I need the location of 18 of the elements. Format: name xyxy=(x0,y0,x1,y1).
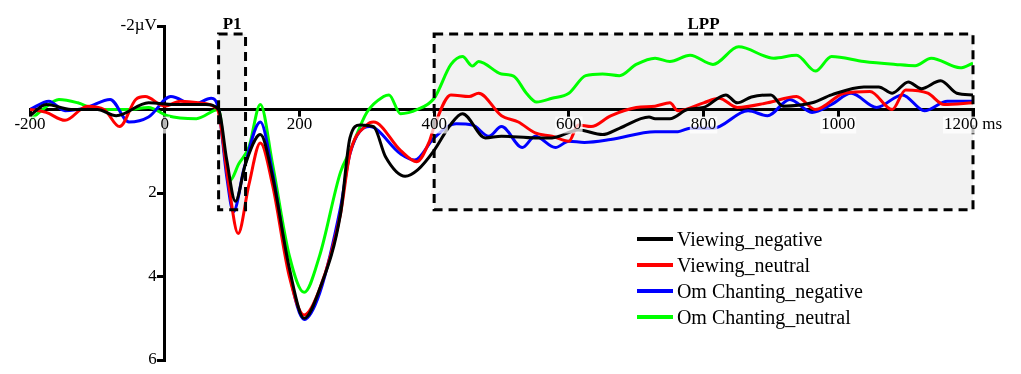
y-tick-label: 4 xyxy=(148,265,158,285)
x-tick-label: 600 xyxy=(556,114,582,134)
x-tick-label: 800 xyxy=(690,114,717,134)
x-tick-label: 0 xyxy=(160,114,169,134)
legend-label: Om Chanting_neutral xyxy=(676,305,851,330)
legend-label: Viewing_negative xyxy=(676,227,823,252)
band-label: P1 xyxy=(222,13,242,33)
x-tick-label: 200 xyxy=(286,114,313,134)
y-tick-label: 2 xyxy=(148,182,157,202)
legend-label: Om Chanting_negative xyxy=(676,279,863,304)
x-tick-label: 1200 ms xyxy=(943,114,1003,134)
x-tick-label: 1000 xyxy=(821,114,856,134)
y-tick-label: -2µV xyxy=(120,15,158,35)
x-tick-label: -200 xyxy=(14,114,46,134)
y-tick-label: 6 xyxy=(148,349,157,369)
legend-label: Viewing_neutral xyxy=(676,253,811,278)
band-label: LPP xyxy=(687,13,720,33)
x-tick-label: 400 xyxy=(421,114,447,134)
